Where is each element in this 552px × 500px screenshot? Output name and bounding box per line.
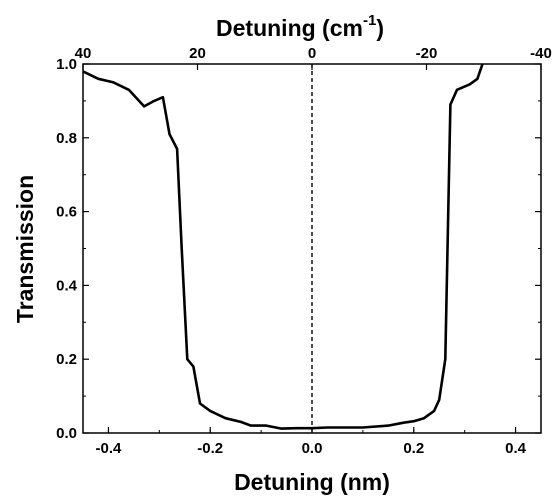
top-axis-title-superscript: -1 [363,12,376,29]
top-tick-label: -20 [416,45,438,62]
y-tick-label: 1.0 [56,56,77,73]
top-tick-label: -40 [530,45,552,62]
y-axis-title: Transmission [12,175,38,323]
axes: -0.4 -0.2 0.0 0.2 0.4 0.0 0.2 0.4 0.6 0.8 1.040 20 0… [56,45,552,457]
y-tick-label: 0.6 [56,204,77,221]
y-tick-label: 0.0 [56,425,77,442]
top-axis-title-text: Detuning (cm [216,15,363,41]
y-tick-label: 0.4 [56,277,78,294]
top-axis-title-close: ) [376,15,384,41]
x-axis-title: Detuning (nm) [234,469,390,495]
plot-area [82,63,484,433]
x-tick-label: -0.4 [96,440,123,457]
top-tick-label: 40 [75,45,92,62]
x-tick-label: -0.2 [197,440,223,457]
top-tick-label: 20 [189,45,206,62]
x-tick-label: 0.2 [403,440,424,457]
transmission-line [82,63,484,430]
x-tick-label: 0.4 [505,440,527,457]
x-tick-label: 0.0 [302,440,323,457]
top-axis-title: Detuning (cm-1) [216,12,384,41]
y-tick-label: 0.8 [56,130,77,147]
top-tick-label: 0 [308,45,316,62]
y-tick-label: 0.2 [56,351,77,368]
